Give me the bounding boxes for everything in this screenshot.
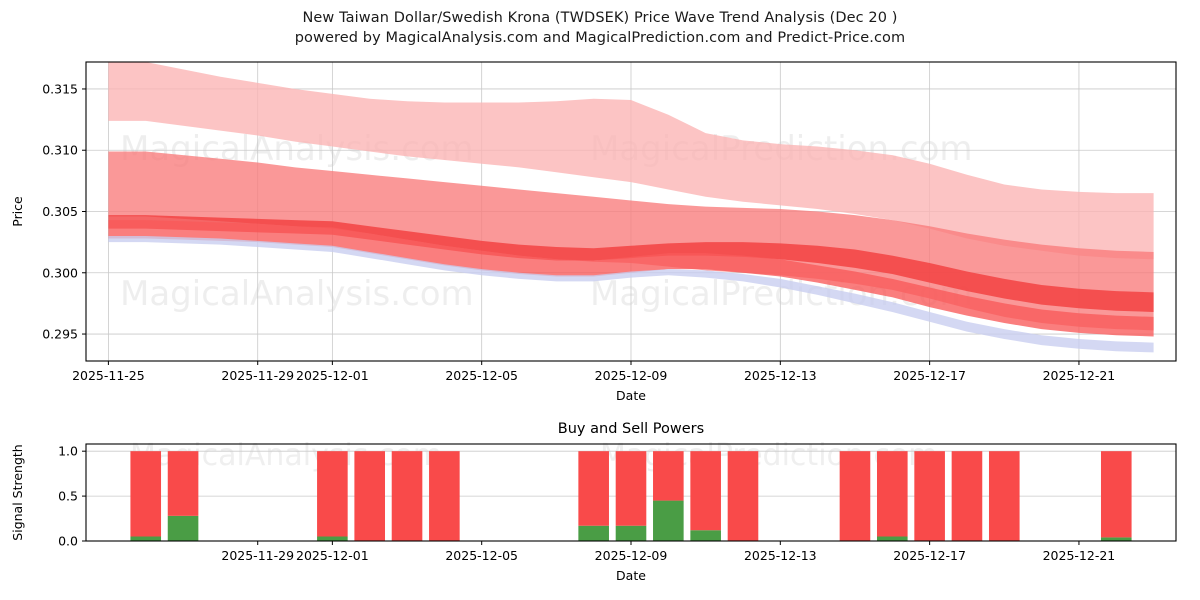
upper-x-tick-label: 2025-12-13 — [744, 368, 817, 383]
sell-power-bar[interactable] — [951, 451, 983, 541]
upper-y-tick-label: 0.315 — [42, 81, 78, 96]
buy-power-bar[interactable] — [130, 536, 162, 541]
sell-power-bar[interactable] — [167, 451, 199, 516]
sell-power-bar[interactable] — [839, 451, 871, 541]
chart-title-block: New Taiwan Dollar/Swedish Krona (TWDSEK)… — [0, 8, 1200, 48]
sell-power-bar[interactable] — [653, 451, 684, 501]
lower-y-tick-label: 0.0 — [58, 534, 78, 549]
sell-power-bar[interactable] — [317, 451, 348, 537]
upper-x-axis-label: Date — [616, 388, 646, 403]
lower-chart-title: Buy and Sell Powers — [558, 421, 704, 437]
buy-power-bar[interactable] — [690, 530, 721, 541]
sell-power-bar[interactable] — [876, 451, 908, 537]
sell-power-bar[interactable] — [615, 451, 647, 526]
buy-power-bar[interactable] — [167, 515, 199, 541]
upper-y-tick-label: 0.305 — [42, 204, 78, 219]
lower-x-tick-label: 2025-12-01 — [296, 548, 369, 563]
watermark-text: MagicalAnalysis.com — [120, 274, 474, 314]
upper-x-tick-label: 2025-11-25 — [72, 368, 145, 383]
sell-power-bar[interactable] — [914, 451, 945, 541]
sell-power-bar[interactable] — [578, 451, 609, 526]
upper-y-tick-label: 0.310 — [42, 143, 78, 158]
sell-power-bar[interactable] — [354, 451, 386, 541]
buy-power-bar[interactable] — [653, 500, 684, 541]
lower-x-tick-label: 2025-12-05 — [445, 548, 518, 563]
page-title: New Taiwan Dollar/Swedish Krona (TWDSEK)… — [302, 10, 898, 26]
sell-power-bar[interactable] — [690, 451, 721, 531]
sell-power-bar[interactable] — [727, 451, 759, 541]
sell-power-bar[interactable] — [391, 451, 423, 541]
signal-bars-group — [130, 451, 1132, 541]
lower-x-tick-label: 2025-11-29 — [221, 548, 294, 563]
buy-power-bar[interactable] — [578, 525, 609, 541]
upper-x-tick-label: 2025-12-17 — [893, 368, 966, 383]
buy-power-bar[interactable] — [317, 536, 348, 541]
buy-power-bar[interactable] — [615, 525, 647, 541]
lower-y-tick-label: 0.5 — [58, 489, 78, 504]
upper-x-tick-label: 2025-12-21 — [1043, 368, 1116, 383]
lower-y-tick-label: 1.0 — [58, 444, 78, 459]
price-bands-group — [108, 62, 1154, 353]
sell-power-bar[interactable] — [988, 451, 1020, 541]
lower-x-tick-label: 2025-12-09 — [595, 548, 668, 563]
sell-power-bar[interactable] — [429, 451, 460, 541]
sell-power-bar[interactable] — [1100, 451, 1132, 538]
upper-x-tick-label: 2025-12-05 — [445, 368, 518, 383]
lower-y-axis-label: Signal Strength — [10, 444, 25, 540]
lower-x-tick-label: 2025-12-13 — [744, 548, 817, 563]
price-band-outer-upper-band — [108, 62, 1154, 260]
upper-y-tick-label: 0.295 — [42, 327, 78, 342]
lower-x-tick-label: 2025-12-21 — [1043, 548, 1116, 563]
sell-power-bar[interactable] — [130, 451, 162, 537]
lower-x-tick-label: 2025-12-17 — [893, 548, 966, 563]
price-band-blue-downside-band — [108, 236, 1154, 353]
price-wave-trend-axes: MagicalAnalysis.comMagicalPrediction.com… — [10, 61, 1177, 403]
lower-x-axis-label: Date — [616, 568, 646, 583]
page-subtitle: powered by MagicalAnalysis.com and Magic… — [294, 30, 906, 46]
buy-power-bar[interactable] — [876, 536, 908, 541]
upper-x-tick-label: 2025-11-29 — [221, 368, 294, 383]
buy-power-bar[interactable] — [1100, 537, 1132, 541]
upper-y-axis-label: Price — [10, 196, 25, 227]
upper-y-tick-label: 0.300 — [42, 265, 78, 280]
upper-x-tick-label: 2025-12-01 — [296, 368, 369, 383]
price-band-lower-support-band — [108, 220, 1154, 337]
upper-x-tick-label: 2025-12-09 — [595, 368, 668, 383]
